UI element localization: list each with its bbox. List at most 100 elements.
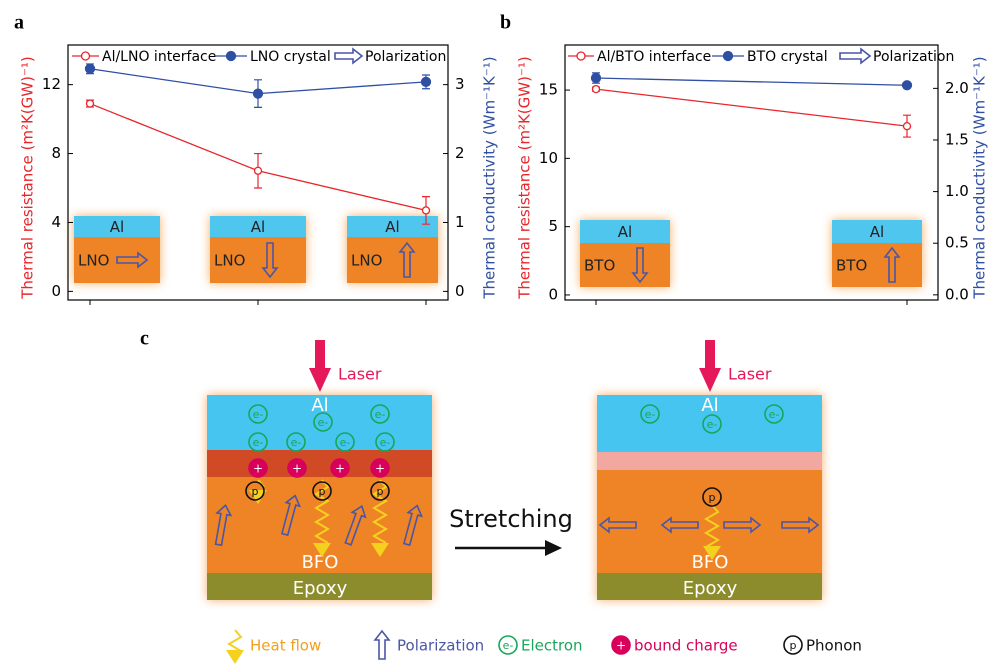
electron-symbol-label: e- [380,436,391,449]
polarization-arrow [116,251,149,269]
heat-flow [372,479,388,544]
stretch-head [545,540,562,556]
electron-symbol [375,432,395,452]
legend-label: BTO crystal [747,49,828,65]
heat-flow [227,629,243,652]
electron-symbol-label: e- [503,639,514,652]
y-tick-label: 0 [51,282,61,300]
laser-label: Laser [338,365,382,384]
electron-symbol [764,404,784,424]
y2-tick-label: 1 [455,213,465,231]
series-line [595,88,908,127]
layer-label: BFO [302,552,339,573]
charge-symbol-label: + [292,462,302,476]
plot-frame [564,44,939,301]
legend-label: Polarization [397,637,484,655]
legend-arrow [839,47,872,65]
data-point [421,206,431,215]
layer-label: BTO [584,257,615,275]
legend-label: Heat flow [250,637,321,655]
legend-marker [722,50,734,62]
phonon-symbol [370,481,390,501]
oxide-layer [210,237,306,283]
legend-label: Al/LNO interface [102,49,216,65]
layer-label: Epoxy [683,578,738,599]
al-layer [580,220,670,243]
polarization-arrow [402,504,423,547]
polarization-arrow [398,241,416,278]
legend-marker [576,51,586,61]
y-tick-label: 5 [548,217,558,235]
al-layer [597,395,822,452]
heat-flow [314,479,330,544]
polarization-arrow [261,242,279,279]
phonon-symbol-label: p [709,491,716,504]
electron-symbol-label: e- [291,436,302,449]
epoxy-layer [207,573,432,600]
layer-label: BTO [836,257,867,275]
electron-symbol [702,414,722,434]
data-point [85,99,95,108]
y-tick-label: 12 [42,75,61,93]
data-point [590,72,602,84]
data-point [420,76,432,88]
layer-label: Al [870,223,884,241]
data-point [84,63,96,74]
heat-flow-head [226,650,244,664]
y2-tick-label: 0 [455,282,465,300]
electron-symbol-label: e- [645,408,656,421]
layer-label: BFO [692,552,729,573]
polarization-arrow [631,247,649,284]
laser-label: Laser [728,365,772,384]
electron-symbol-label: e- [707,418,718,431]
charge-symbol-label: + [335,462,345,476]
data-point [901,80,913,91]
polarization-arrow [280,494,301,537]
oxide-layer [580,243,670,287]
phonon-symbol-label: p [252,485,259,498]
charge-symbol [370,458,390,478]
layer-label: Al [110,218,124,236]
electron-symbol [286,432,306,452]
data-point [252,88,264,99]
layer-label: LNO [351,252,382,270]
electron-symbol [335,432,355,452]
interface-layer [207,450,432,477]
y-axis-label: Thermal resistance (m²K(GW)⁻¹) [19,56,37,299]
y2-tick-label: 2 [455,144,465,162]
electron-symbol [248,432,268,452]
polarization-arrow [373,629,391,660]
legend-label: Polarization [365,49,446,65]
legend-label: Phonon [806,637,862,655]
y-tick-label: 15 [539,81,558,99]
panel-label: b [500,12,511,34]
polarization-arrow [214,504,233,547]
electron-symbol [498,635,518,655]
charge-symbol-label: + [375,462,385,476]
heat-flow-head [703,546,721,560]
y-axis-label: Thermal resistance (m²K(GW)⁻¹) [516,56,534,299]
legend-marker [225,50,237,62]
layer-label: Al [618,223,632,241]
y2-tick-label: 1.0 [945,182,969,200]
polarization-arrow [723,516,762,534]
legend-arrow [334,47,364,65]
y-tick-label: 10 [539,149,558,167]
phonon-symbol-label: p [377,485,384,498]
phonon-symbol [312,481,332,501]
y2-tick-label: 1.5 [945,130,969,148]
legend-marker [80,51,91,61]
y2-tick-label: 3 [455,75,465,93]
y2-tick-label: 0.0 [945,285,969,303]
polarization-arrow [344,504,367,546]
heat-flow [704,504,720,548]
electron-symbol-label: e- [253,408,264,421]
data-point [591,84,601,94]
action-label: Stretching [449,505,573,533]
y2-tick-label: 0.5 [945,234,969,252]
layer-label: Al [701,395,718,416]
data-point [902,121,912,131]
panel-label: c [140,328,149,350]
charge-symbol [287,458,307,478]
